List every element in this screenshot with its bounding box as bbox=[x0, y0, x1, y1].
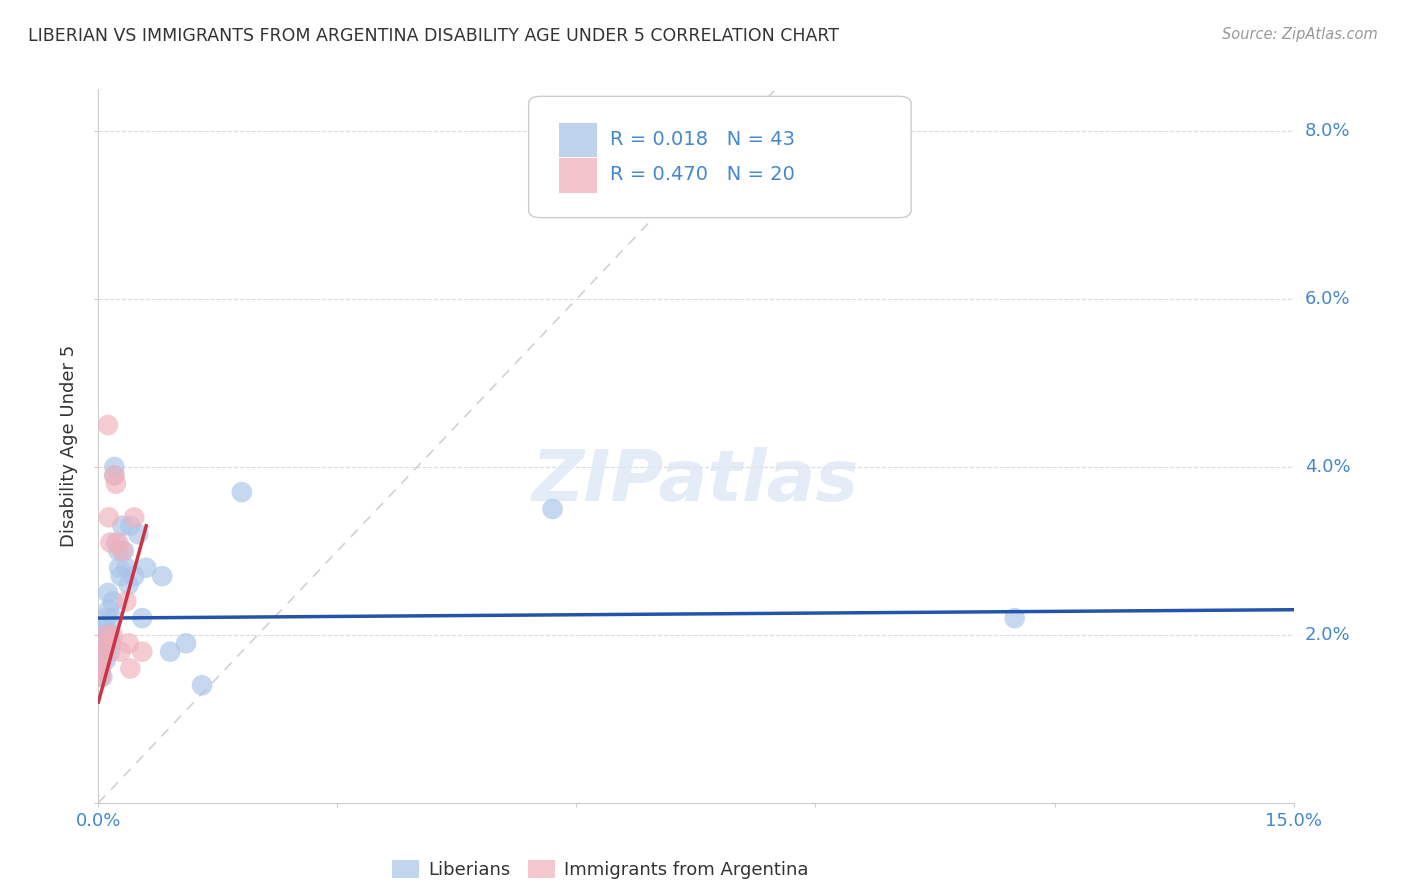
Point bbox=[90, 670, 112, 684]
Text: R = 0.018   N = 43: R = 0.018 N = 43 bbox=[610, 129, 794, 149]
Point bbox=[120, 661, 142, 675]
Point bbox=[104, 535, 127, 549]
Point bbox=[541, 502, 564, 516]
Point bbox=[112, 544, 135, 558]
Point bbox=[93, 636, 115, 650]
Point bbox=[127, 527, 149, 541]
Point bbox=[131, 645, 153, 659]
Point bbox=[96, 636, 118, 650]
Point bbox=[91, 628, 114, 642]
Point bbox=[103, 460, 125, 475]
Y-axis label: Disability Age Under 5: Disability Age Under 5 bbox=[60, 345, 79, 547]
Point bbox=[94, 653, 117, 667]
Point bbox=[103, 468, 125, 483]
Point bbox=[150, 569, 173, 583]
Point bbox=[97, 628, 120, 642]
Point bbox=[104, 476, 127, 491]
Point bbox=[96, 611, 118, 625]
Point bbox=[97, 417, 120, 432]
Text: 8.0%: 8.0% bbox=[1305, 122, 1350, 140]
Point bbox=[97, 510, 120, 524]
Point bbox=[90, 661, 112, 675]
Point bbox=[231, 485, 253, 500]
Point bbox=[115, 560, 138, 574]
Point bbox=[100, 636, 122, 650]
Point bbox=[90, 645, 112, 659]
Point bbox=[120, 518, 142, 533]
Text: LIBERIAN VS IMMIGRANTS FROM ARGENTINA DISABILITY AGE UNDER 5 CORRELATION CHART: LIBERIAN VS IMMIGRANTS FROM ARGENTINA DI… bbox=[28, 27, 839, 45]
Text: 4.0%: 4.0% bbox=[1305, 458, 1350, 476]
Point bbox=[118, 577, 141, 591]
Point bbox=[90, 670, 112, 684]
Point bbox=[111, 518, 134, 533]
Point bbox=[110, 645, 132, 659]
Point bbox=[1004, 611, 1026, 625]
Text: 6.0%: 6.0% bbox=[1305, 290, 1350, 308]
Point bbox=[94, 645, 117, 659]
Text: 2.0%: 2.0% bbox=[1305, 626, 1350, 644]
FancyBboxPatch shape bbox=[558, 123, 596, 157]
Legend: Liberians, Immigrants from Argentina: Liberians, Immigrants from Argentina bbox=[385, 853, 815, 887]
Point bbox=[110, 569, 132, 583]
Point bbox=[93, 619, 115, 633]
Point bbox=[98, 645, 122, 659]
Point bbox=[135, 560, 157, 574]
Point bbox=[90, 661, 112, 675]
Point bbox=[98, 628, 122, 642]
Point bbox=[191, 678, 214, 692]
Point bbox=[91, 653, 114, 667]
Point bbox=[107, 535, 129, 549]
Point bbox=[115, 594, 138, 608]
Point bbox=[101, 628, 124, 642]
FancyBboxPatch shape bbox=[529, 96, 911, 218]
Point bbox=[159, 645, 181, 659]
Point bbox=[124, 569, 146, 583]
Text: ZIPatlas: ZIPatlas bbox=[533, 447, 859, 516]
Point bbox=[124, 510, 146, 524]
Point bbox=[97, 603, 120, 617]
Point bbox=[90, 636, 112, 650]
Point bbox=[98, 535, 122, 549]
Point bbox=[131, 611, 153, 625]
Point bbox=[118, 636, 141, 650]
Point bbox=[97, 586, 120, 600]
Point bbox=[107, 544, 129, 558]
Text: R = 0.470   N = 20: R = 0.470 N = 20 bbox=[610, 165, 794, 185]
Point bbox=[111, 544, 134, 558]
Point bbox=[94, 628, 117, 642]
Point bbox=[91, 670, 114, 684]
Point bbox=[101, 594, 124, 608]
Point bbox=[108, 560, 131, 574]
Point bbox=[96, 628, 118, 642]
Point bbox=[96, 628, 118, 642]
Point bbox=[101, 611, 124, 625]
Text: Source: ZipAtlas.com: Source: ZipAtlas.com bbox=[1222, 27, 1378, 42]
Point bbox=[94, 645, 117, 659]
FancyBboxPatch shape bbox=[558, 159, 596, 193]
Point bbox=[103, 468, 125, 483]
Point bbox=[174, 636, 197, 650]
